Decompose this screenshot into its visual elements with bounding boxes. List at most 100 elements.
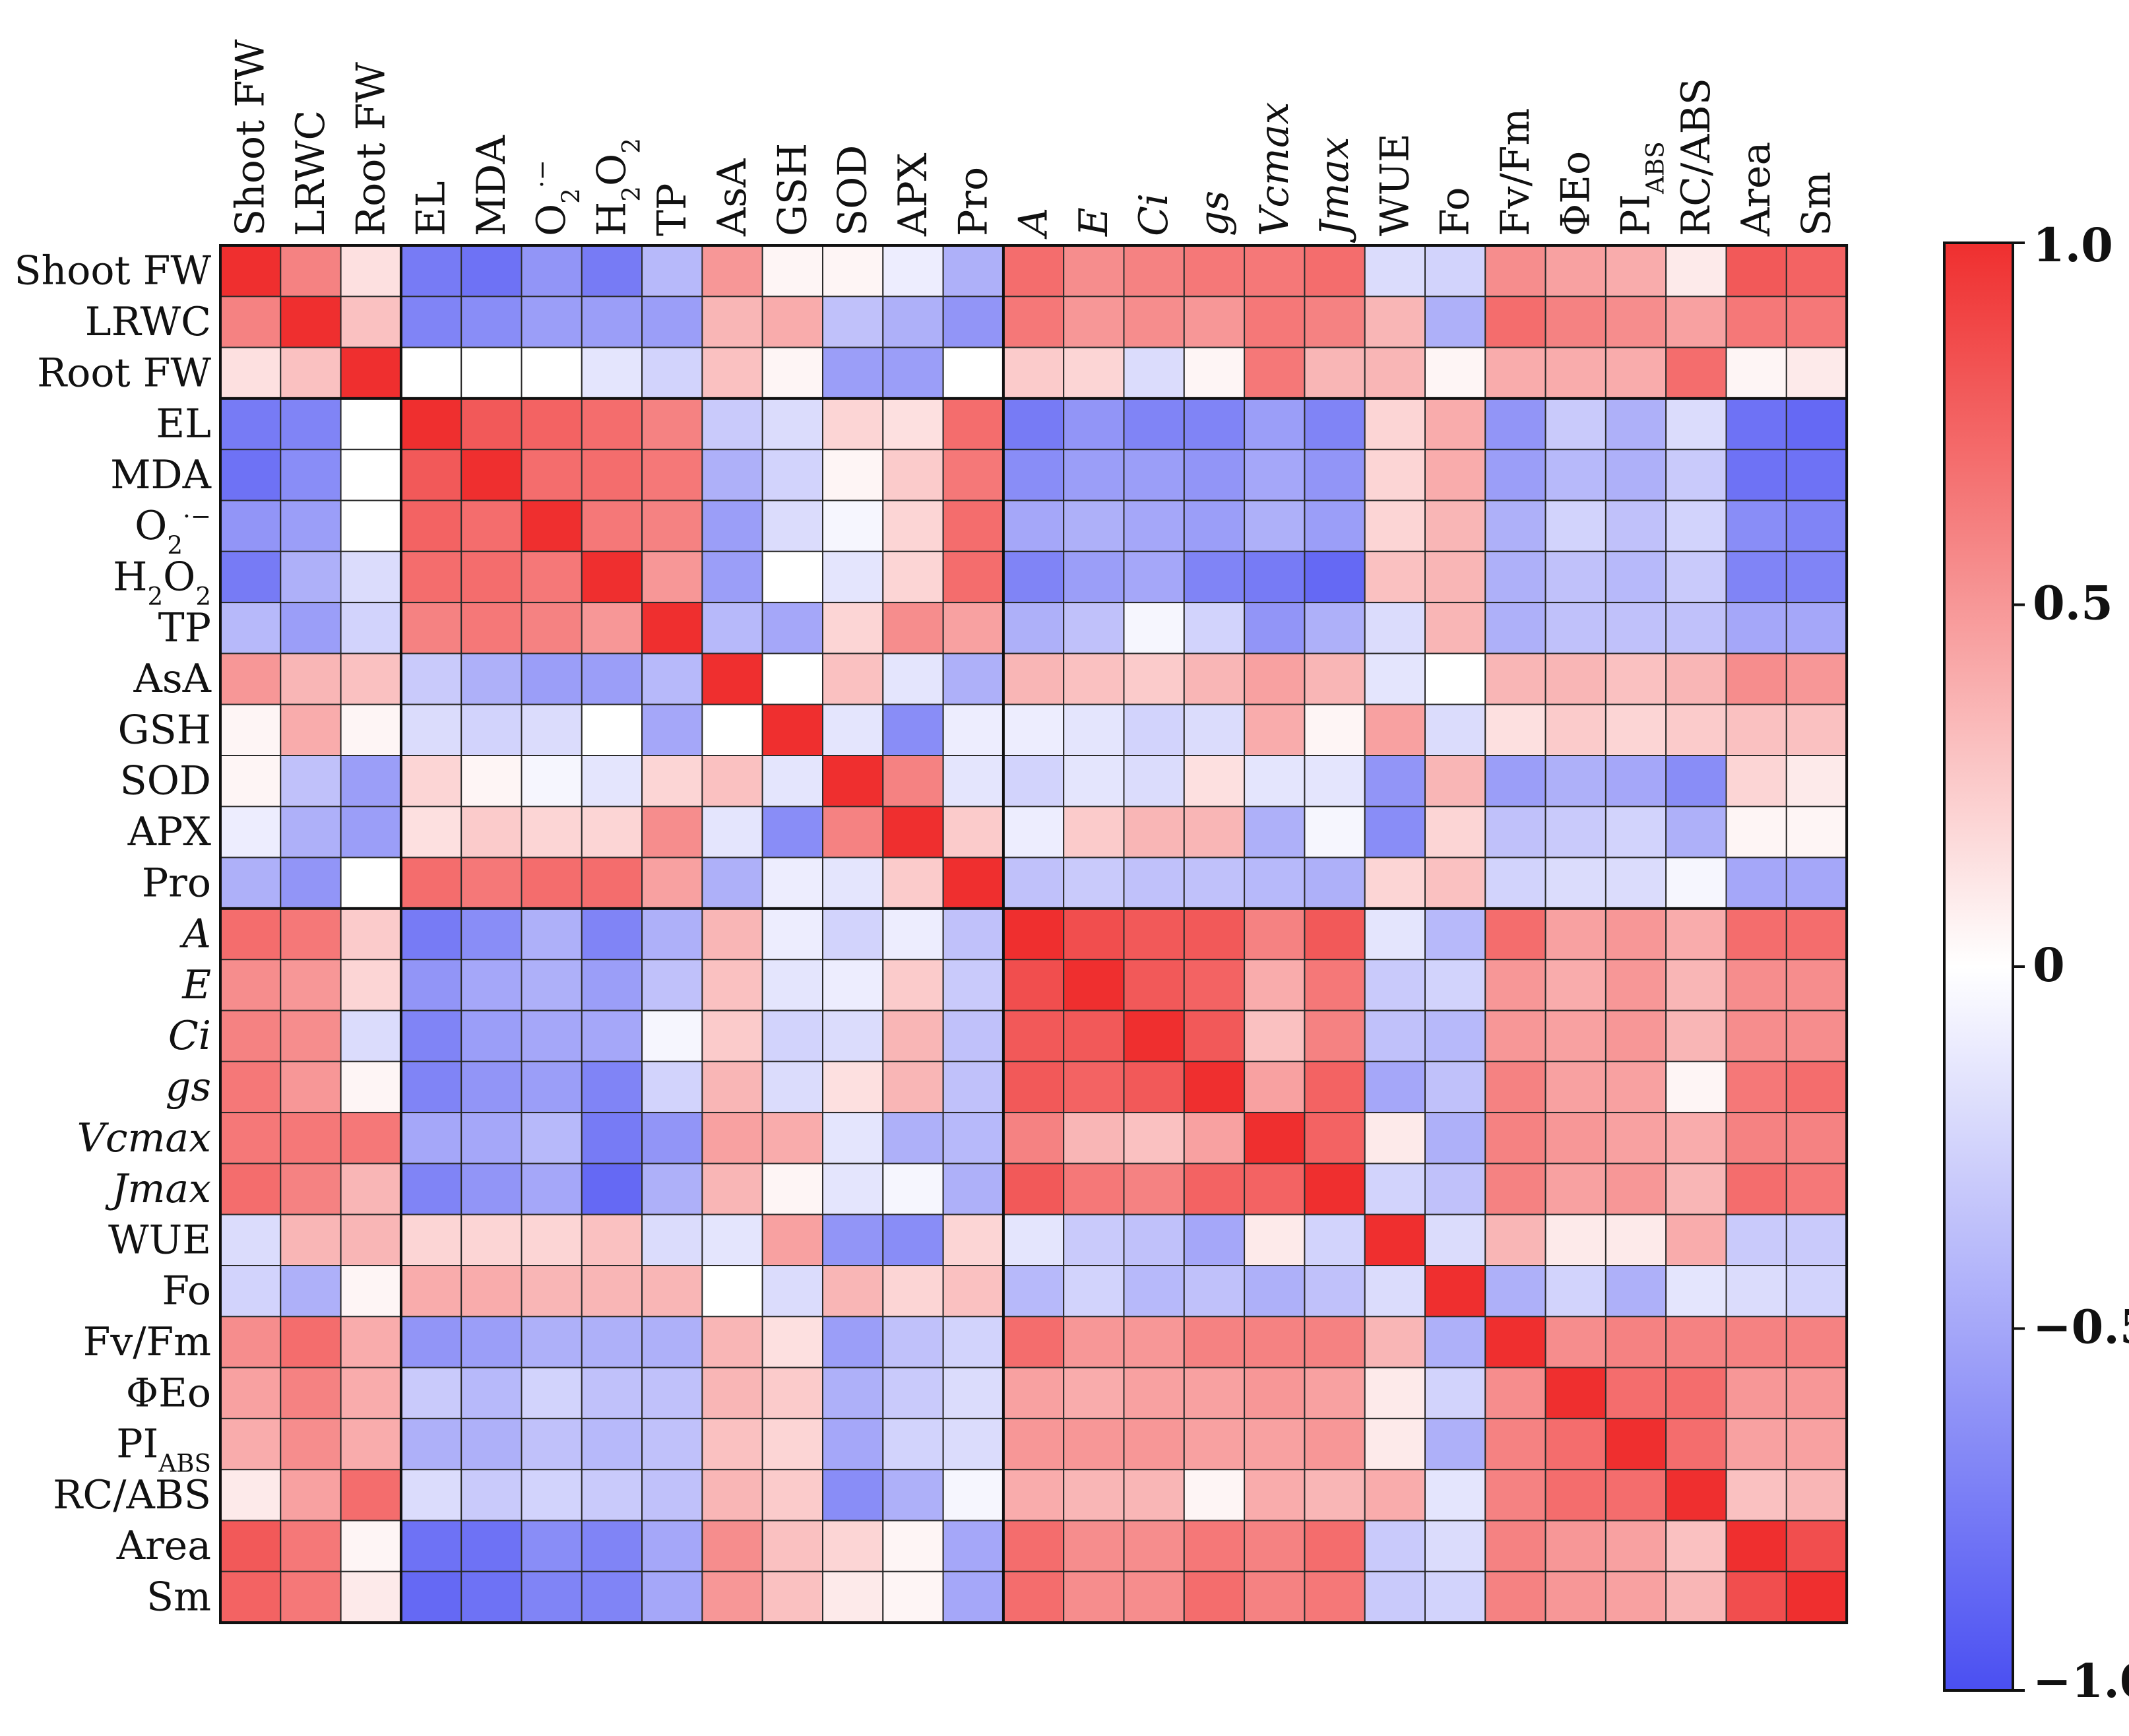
heatmap-cell-o2-sod [822,499,884,552]
heatmap-cell-o2-gs [1183,499,1246,552]
heatmap-cell-eo-gsh [761,1366,823,1419]
heatmap-cell-o2-pro [942,499,1004,552]
heatmap-cell-jmax-e [1063,1163,1125,1215]
heatmap-cell-mda-pro [942,449,1004,501]
heatmap-cell-h2o2-asa [701,550,763,604]
heatmap-cell-asa-asa [701,653,763,705]
heatmap-cell-e-lrwc [280,959,342,1012]
column-label-sm: Sm [1793,172,1839,236]
heatmap-cell-area-vcmax [1244,1520,1306,1572]
heatmap-cell-lrwc-lrwc [280,296,342,348]
column-label-e: E [1071,207,1117,237]
heatmap-cell-piabs-asa [701,1417,763,1471]
heatmap-cell-eo-gs [1183,1366,1246,1419]
row-label-shoot-fw: Shoot FW [15,248,212,294]
heatmap-cell-ci-shoot-fw [220,1010,282,1062]
row-label-o2: O2·− [135,501,211,560]
heatmap-cell-tp-jmax [1304,602,1366,655]
heatmap-cell-eo-piabs [1605,1366,1667,1419]
heatmap-cell-apx-mda [461,806,523,858]
heatmap-cell-el-asa [701,397,763,451]
heatmap-cell-pro-apx [882,856,944,909]
heatmap-cell-root-fw-h2o2 [581,346,643,399]
heatmap-cell-fv-fm-asa [701,1316,763,1368]
heatmap-cell-vcmax-root-fw [340,1112,402,1165]
heatmap-cell-root-fw-gsh [761,346,823,399]
heatmap-cell-rc-abs-o2 [521,1469,583,1522]
heatmap-cell-gs-fv-fm [1484,1060,1546,1114]
heatmap-cell-sm-sod [822,1570,884,1624]
heatmap-cell-h2o2-fo [1424,550,1486,604]
heatmap-cell-fv-fm-h2o2 [581,1316,643,1368]
heatmap-cell-a-a [1002,907,1065,961]
heatmap-cell-sod-fv-fm [1484,755,1546,808]
heatmap-cell-e-sod [822,959,884,1012]
heatmap-cell-ci-rc-abs [1665,1010,1727,1062]
heatmap-cell-piabs-eo [1544,1417,1606,1471]
heatmap-cell-ci-o2 [521,1010,583,1062]
heatmap-cell-asa-o2 [521,653,583,705]
heatmap-cell-asa-piabs [1605,653,1667,705]
heatmap-cell-sm-gs [1183,1570,1246,1624]
heatmap-cell-apx-root-fw [340,806,402,858]
heatmap-cell-root-fw-jmax [1304,346,1366,399]
heatmap-cell-sm-area [1725,1570,1787,1624]
heatmap-frame [219,244,1849,1624]
heatmap-cell-o2-tp [641,499,703,552]
heatmap-cell-shoot-fw-mda [461,245,523,298]
heatmap-cell-fv-fm-piabs [1605,1316,1667,1368]
heatmap-cell-ci-fo [1424,1010,1486,1062]
heatmap-cell-wue-e [1063,1213,1125,1266]
heatmap-cell-shoot-fw-sod [822,245,884,298]
heatmap-cell-pro-piabs [1605,856,1667,909]
heatmap-cell-mda-tp [641,449,703,501]
heatmap-cell-h2o2-wue [1364,550,1426,604]
heatmap-cell-el-e [1063,397,1125,451]
heatmap-cell-h2o2-el [400,550,462,604]
heatmap-cell-tp-gsh [761,602,823,655]
heatmap-cell-e-fo [1424,959,1486,1012]
column-label-lrwc: LRWC [288,110,334,236]
heatmap-cell-a-gs [1183,907,1246,961]
heatmap-cell-h2o2-ci [1123,550,1185,604]
heatmap-cell-piabs-el [400,1417,462,1471]
heatmap-cell-shoot-fw-pro [942,245,1004,298]
heatmap-cell-jmax-mda [461,1163,523,1215]
column-label-el: EL [408,181,455,236]
heatmap-cell-root-fw-mda [461,346,523,399]
heatmap-cell-root-fw-apx [882,346,944,399]
heatmap-cell-shoot-fw-sm [1785,245,1848,298]
heatmap-cell-fv-fm-root-fw [340,1316,402,1368]
column-label-gs: gs [1191,191,1237,236]
heatmap-cell-ci-lrwc [280,1010,342,1062]
heatmap-cell-e-rc-abs [1665,959,1727,1012]
heatmap-cell-mda-h2o2 [581,449,643,501]
heatmap-cell-vcmax-apx [882,1112,944,1165]
heatmap-cell-asa-lrwc [280,653,342,705]
heatmap-cell-tp-lrwc [280,602,342,655]
heatmap-cell-fv-fm-wue [1364,1316,1426,1368]
heatmap-cell-vcmax-eo [1544,1112,1606,1165]
heatmap-cell-piabs-jmax [1304,1417,1366,1471]
heatmap-cell-h2o2-gsh [761,550,823,604]
heatmap-cell-mda-piabs [1605,449,1667,501]
row-label-ci: Ci [168,1013,211,1059]
heatmap-cell-a-shoot-fw [220,907,282,961]
heatmap-cell-rc-abs-rc-abs [1665,1469,1727,1522]
heatmap-cell-sm-vcmax [1244,1570,1306,1624]
heatmap-cell-mda-sm [1785,449,1848,501]
heatmap-cell-gsh-o2 [521,703,583,756]
heatmap-cell-fo-root-fw [340,1265,402,1318]
heatmap-cell-wue-eo [1544,1213,1606,1266]
row-label-root-fw: Root FW [37,350,211,396]
heatmap-cell-wue-sm [1785,1213,1848,1266]
heatmap-cell-tp-shoot-fw [220,602,282,655]
heatmap-cell-o2-e [1063,499,1125,552]
heatmap-cell-eo-sm [1785,1366,1848,1419]
heatmap-cell-shoot-fw-e [1063,245,1125,298]
heatmap-cell-wue-o2 [521,1213,583,1266]
heatmap-cell-gsh-fv-fm [1484,703,1546,756]
row-label-gs: gs [166,1064,211,1110]
heatmap-cell-fv-fm-fo [1424,1316,1486,1368]
heatmap-cell-mda-asa [701,449,763,501]
